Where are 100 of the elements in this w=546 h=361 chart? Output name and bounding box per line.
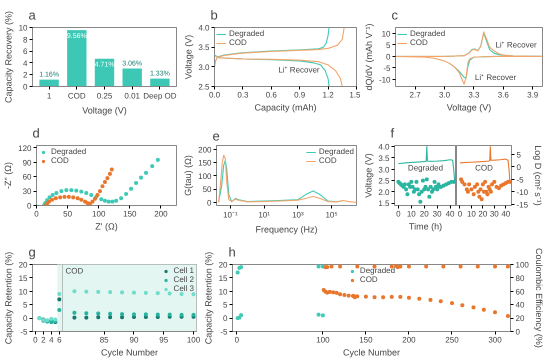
y-axis-title: Capacity Retention (%) [204,252,214,344]
y2-tick-label: -5 [516,175,524,184]
x-tick-label: 40 [446,210,456,218]
y-tick-label: 60 [22,172,32,182]
y-tick-label: 100 [198,172,212,181]
y-tick-label: 10 [218,287,228,296]
y-tick-label: 1.5 [378,199,390,208]
legend-label: COD [318,156,338,165]
x-tick-label: 0.9 [294,90,306,100]
x-tick-label: 200 [154,210,168,218]
y-tick-label: -5 [383,64,392,73]
y-tick-label: 15 [218,274,228,283]
y-tick-label: 20 [218,260,228,270]
x-tick-label: 0 [33,336,38,344]
y-tick-label: 30 [22,187,32,196]
y-axis-title: Capacity Recovery (%) [4,10,14,104]
y-tick-label: 10 [18,287,28,296]
legend-label: Degraded [360,266,396,275]
text: Degraded [410,29,446,38]
y-tick-label: 0 [207,198,212,208]
x-tick-label: 20 [478,210,488,218]
annotation: Li⁺ Recover [474,72,516,82]
x-tick-label: 10 [466,210,476,218]
y2-tick-label: 5 [516,150,522,160]
x-tick-label: 1 [46,92,52,100]
y-tick-label: 0 [223,314,228,324]
x-tick-label: 100 [316,336,330,344]
x-tick-label: 85 [100,336,110,344]
legend-label: Degraded [318,147,354,156]
x-tick-label: 1.2 [322,90,334,100]
y-axis-title: -Z" (Ω) [3,162,14,189]
y2-axis-title: Log D (cm² s⁻¹) [533,145,544,206]
x-tick-label: 10⁻¹ [223,210,238,220]
x-axis-title: Time (h) [408,222,442,232]
y-tick-label: 150 [198,158,212,168]
y-tick-label: 5 [386,40,392,50]
x-tick-label: 4 [49,336,54,344]
x-tick-label: Deep OD [143,92,177,100]
x-tick-label: 100 [92,210,106,218]
x-axis-title: Voltage (V) [446,102,492,112]
chart-title: h [228,244,236,260]
annotation: COD [475,164,494,172]
legend-label: Cell 3 [174,284,194,293]
x-tick-label: 0.25 [96,92,113,100]
x-tick-label: 150 [359,336,374,344]
chart-title: d [32,126,40,140]
x-tick-label: 10 [406,210,416,218]
y-tick-label: 15 [18,274,28,283]
x-axis-title: Frequency (Hz) [255,224,318,234]
y-tick-label: 10 [18,24,28,32]
x-tick-label: 0.01 [124,92,141,100]
y2-tick-label: 100 [516,260,530,270]
legend-label: Cell 2 [174,275,194,284]
y-tick-label: 2.5 [378,176,390,186]
annotation: Li⁺ Recover [278,66,320,75]
y-tick-label: 50 [202,185,212,194]
legend-label: Degraded [51,147,86,156]
y-tick-label: 0 [386,52,392,62]
y-tick-label: 120 [18,144,32,153]
x-tick-label: 0 [396,210,402,218]
annotation: Degraded [408,164,444,172]
chart-title: b [210,8,218,22]
y-tick-label: 4 [23,58,28,68]
y-axis-title: dQ/dV (mAh V⁻¹) [364,23,374,91]
x-tick-label: 1.5 [349,90,362,100]
x-tick-label: 50 [63,210,73,218]
x-tick-label: 90 [130,336,139,344]
y-tick-label: 2.5 [198,82,210,92]
y-tick-label: -5 [220,328,228,336]
y-tick-label: 3.5 [198,43,210,52]
x-axis-title: Capacity (mAh) [254,102,317,112]
y-tick-label: 200 [198,145,212,154]
x-tick-label: 150 [123,210,138,218]
y-tick-label: 5 [23,300,28,310]
x-tick-label: 10¹ [258,210,270,220]
y-tick-label: 5 [223,300,228,310]
x-tick-label: 10³ [292,210,304,220]
x-tick-label: 95 [159,336,169,344]
series-label: COD [410,38,429,47]
y-tick-label: 3.0 [378,165,390,174]
annotation: Li⁺ Recover [495,40,538,50]
y2-tick-label: 0 [516,162,522,172]
y-tick-label: -10 [378,76,392,85]
y-tick-label: 20 [18,260,28,270]
x-tick-label: 3.9 [527,90,539,100]
x-tick-label: 2 [41,336,46,344]
legend-label: COD [51,156,70,165]
y-axis-title: Voltage (V) [363,153,374,198]
y-tick-label: 2 [23,70,28,80]
x-tick-label: 6 [57,336,62,344]
x-tick-label: 3.6 [498,90,510,100]
chart-title: e [212,128,220,144]
x-tick-label: 2.7 [410,90,422,100]
x-tick-label: 10⁵ [325,210,338,220]
legend-label: COD [360,275,379,284]
y-tick-label: 2.0 [378,188,390,197]
x-tick-label: 3.0 [438,90,451,100]
y-tick-label: 6 [23,47,28,56]
x-tick-label: 0 [234,336,240,344]
y-tick-label: 8 [23,35,28,44]
